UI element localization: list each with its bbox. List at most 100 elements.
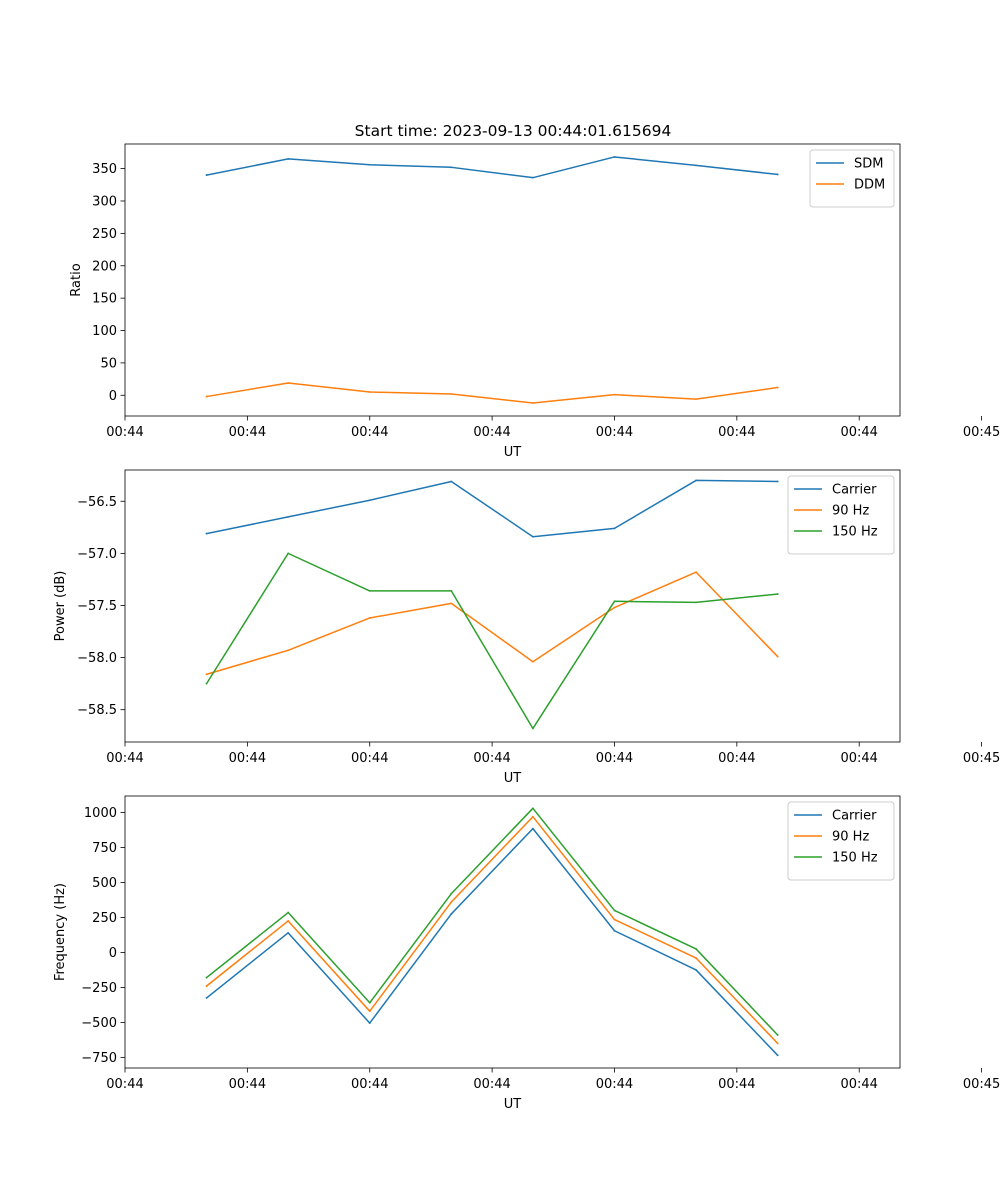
data-point-carrier	[368, 499, 371, 502]
y-axis-label: Frequency (Hz)	[53, 883, 68, 981]
data-point-150-hz	[695, 601, 697, 604]
x-axis-label: UT	[504, 1097, 522, 1112]
data-point-150-hz	[695, 948, 697, 950]
data-point-carrier	[287, 931, 290, 934]
x-tick-label: 00:44	[229, 425, 266, 440]
legend-label: 150 Hz	[832, 525, 878, 540]
data-point-150-hz	[450, 892, 453, 895]
series-line-ddm	[205, 382, 779, 404]
data-point-ddm	[450, 393, 453, 395]
data-point-90-hz	[531, 660, 534, 663]
data-point-sdm	[776, 173, 779, 176]
y-tick-label: −57.5	[77, 599, 117, 614]
data-point-ddm	[776, 386, 779, 389]
x-tick-label: 00:44	[840, 425, 877, 440]
data-point-carrier	[450, 480, 453, 483]
data-point-ddm	[205, 395, 208, 398]
legend-box	[787, 475, 895, 555]
x-axis-label: UT	[504, 445, 522, 460]
y-tick-label: 1000	[84, 806, 117, 821]
data-point-150-hz	[205, 976, 208, 979]
y-tick-label: 0	[109, 946, 117, 961]
x-tick-label: 00:44	[596, 751, 633, 766]
series-line-carrier	[205, 479, 779, 538]
data-point-150-hz	[531, 727, 534, 730]
y-tick-label: −750	[81, 1051, 117, 1066]
data-point-carrier	[205, 997, 208, 999]
legend-item: Carrier	[794, 809, 877, 824]
y-tick-label: 100	[92, 324, 117, 339]
data-point-carrier	[287, 515, 290, 518]
data-point-150-hz	[776, 593, 779, 595]
legend-item: SDM	[816, 157, 883, 172]
data-point-carrier	[776, 1054, 779, 1057]
y-tick-label: 200	[92, 259, 117, 274]
legend: SDM DDM	[809, 149, 895, 208]
data-point-90-hz	[450, 901, 453, 903]
x-tick-label: 00:44	[473, 751, 510, 766]
y-tick-label: 250	[92, 227, 117, 242]
figure-title: Start time: 2023-09-13 00:44:01.615694	[355, 122, 672, 140]
x-tick-label: 00:44	[351, 425, 388, 440]
x-tick-label: 00:44	[229, 751, 266, 766]
data-point-150-hz	[613, 909, 616, 912]
plot-frame	[124, 469, 901, 743]
data-point-90-hz	[613, 918, 616, 921]
data-point-150-hz	[613, 600, 616, 603]
series-line-150-hz	[205, 552, 779, 730]
data-point-90-hz	[531, 815, 534, 818]
x-tick-label: 00:44	[718, 751, 755, 766]
x-tick-label: 00:44	[351, 1077, 388, 1092]
data-point-90-hz	[287, 920, 290, 922]
series-line-sdm	[205, 156, 779, 179]
legend-item: 90 Hz	[794, 504, 869, 519]
data-point-90-hz	[695, 571, 697, 574]
legend-item: 90 Hz	[794, 830, 869, 845]
x-tick-label: 00:45	[963, 1077, 1000, 1092]
legend-label: 150 Hz	[832, 851, 878, 866]
x-tick-label: 00:44	[473, 425, 510, 440]
y-tick-label: −56.5	[77, 495, 117, 510]
series-line-carrier	[205, 827, 779, 1057]
data-point-90-hz	[205, 985, 208, 987]
data-point-carrier	[613, 929, 616, 932]
y-tick-label: 150	[92, 292, 117, 307]
data-point-150-hz	[531, 807, 534, 810]
data-point-150-hz	[450, 589, 453, 592]
data-point-ddm	[368, 391, 371, 393]
data-point-150-hz	[368, 1001, 371, 1004]
data-point-sdm	[368, 163, 371, 166]
legend-label: 90 Hz	[832, 504, 869, 519]
y-tick-label: 350	[92, 162, 117, 177]
data-point-carrier	[531, 535, 534, 538]
data-point-ddm	[613, 393, 616, 396]
y-tick-label: 300	[92, 194, 117, 209]
data-point-150-hz	[205, 682, 208, 685]
legend-item: Carrier	[794, 483, 877, 498]
y-tick-label: 250	[92, 911, 117, 926]
x-tick-label: 00:44	[840, 1077, 877, 1092]
data-point-carrier	[450, 913, 453, 915]
x-tick-label: 00:44	[596, 1077, 633, 1092]
plot-frame	[124, 143, 901, 417]
x-tick-label: 00:44	[106, 1077, 143, 1092]
y-tick-label: 500	[92, 876, 117, 891]
legend-item: 150 Hz	[794, 525, 878, 540]
x-tick-label: 00:44	[351, 751, 388, 766]
data-point-carrier	[368, 1022, 371, 1024]
x-tick-label: 00:45	[963, 425, 1000, 440]
x-tick-label: 00:44	[840, 751, 877, 766]
subplot-3: 00:44 00:44 00:44 00:44 00:44 00:44 00:44 00:45…	[53, 795, 1000, 1112]
data-point-90-hz	[450, 602, 453, 605]
legend-label: SDM	[854, 157, 883, 172]
series-line-90-hz	[205, 815, 779, 1045]
y-tick-label: −58.5	[77, 703, 117, 718]
y-axis-label: Ratio	[69, 263, 84, 296]
x-tick-label: 00:44	[718, 1077, 755, 1092]
legend: Carrier 90 Hz 150 Hz	[787, 475, 895, 555]
x-tick-label: 00:44	[596, 425, 633, 440]
y-tick-label: −250	[81, 981, 117, 996]
data-point-carrier	[613, 527, 616, 530]
data-point-90-hz	[368, 617, 371, 619]
y-tick-label: −500	[81, 1016, 117, 1031]
